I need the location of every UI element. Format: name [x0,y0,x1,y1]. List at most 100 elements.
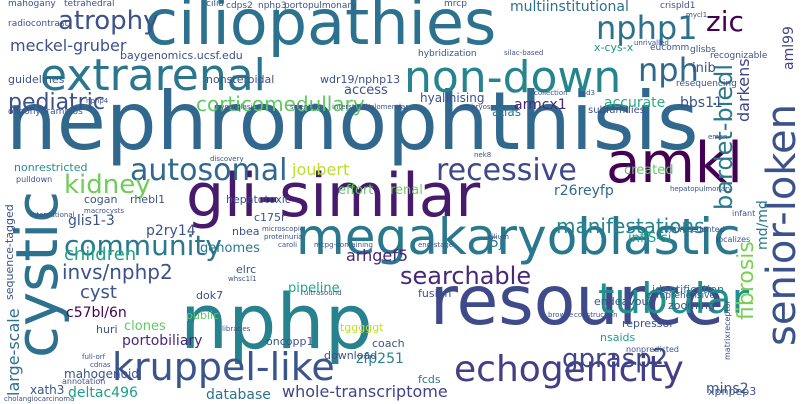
word: cdnas [90,361,111,369]
word: kruppel-like [112,345,335,389]
word: unrivalled [634,39,669,47]
word: hepatotoxic [226,193,291,206]
word: recognizable [710,51,768,61]
word: arhgef5 [346,246,409,265]
word: kidney [64,170,151,200]
word: nbea [232,225,260,238]
word: cogan [84,193,118,206]
word: cilia [206,0,224,9]
word: localizes [716,235,751,244]
word: xath3 [30,383,65,397]
word: elrc [236,263,257,276]
word: fusion [418,287,452,300]
word: public [186,309,220,322]
word: browse [548,311,574,319]
word: whsc1l1 [228,275,257,283]
word: renal [390,183,423,198]
word: atrophy [58,6,159,36]
word: glisbs [690,45,716,55]
word: nphp [180,277,373,366]
word: wdr19/nphp13 [320,73,401,86]
word: discovery [210,155,244,163]
word: nek8 [474,151,492,159]
word: meckel-gruber [10,36,127,55]
word: nphp1 [596,9,698,47]
word: mrcp [444,0,467,9]
word: database [206,387,271,403]
word: large-scale [4,308,23,396]
word: huri [96,323,118,336]
word: inflS-si [628,231,672,246]
word: tgggggt [340,321,384,334]
word: glis1-3 [68,213,115,229]
word: infant [732,209,756,218]
word: guidelines [8,73,65,86]
word: subfamilies [588,105,645,116]
word: oligohydramnios [8,107,83,117]
word: portopulmonary [284,1,357,11]
word: radiocontrast [8,19,69,29]
word: collection [534,89,568,97]
word: zooming [668,299,715,312]
word: recessive [436,153,577,188]
word: microscopic [262,225,304,233]
word: joubert [292,160,350,179]
word: effort [338,183,374,198]
word: macrocysts [84,207,124,215]
word: clones [124,319,166,334]
word: pipeline [288,281,340,296]
word: r26reyfp [554,183,614,199]
word: children [64,244,137,265]
word: hepatopulmonary [670,185,733,193]
word: full-orf [82,353,106,361]
word: cilium [488,233,509,241]
word: fcds [418,373,441,386]
word: nonrestricted [14,161,88,174]
word: mycl1 [686,11,708,19]
word: nphp4 [86,97,109,105]
word: gprasp2 [562,344,669,374]
word: echogenicity [454,349,684,390]
word: resource [430,262,725,341]
word: hybridization [418,49,477,59]
word: bbs11 [680,95,723,111]
word: manifestations [556,214,705,238]
word: xpnpep3 [708,385,757,398]
word: mcpg-containing [314,241,373,249]
word: searchable [400,262,532,290]
word: download [324,349,378,362]
word: end-stage [418,241,454,249]
word: resequencing [676,79,737,89]
word: ultrasound [304,289,342,297]
word: accurate [604,95,666,111]
word: libraries [222,325,251,333]
word: pulldown [16,175,53,184]
word: nph [638,51,699,89]
word: corticomedullary [196,92,365,116]
word: comprehensive [646,291,715,301]
word: nonsteroidal [206,73,275,86]
word: zfp251 [356,351,404,367]
word: caroli [278,241,298,249]
word: created [624,163,674,178]
word: nephronophthisis [6,75,699,168]
word: darkens [734,58,753,122]
word: portobiliary [122,333,203,349]
word: tubular [598,274,750,323]
word: amkl [606,131,743,196]
word: pediatric [8,90,105,115]
word: oncopp1 [266,335,314,348]
word: rhebl1 [130,193,166,206]
word: extrarenal [40,50,266,101]
word: nphp3 [258,1,287,11]
word: whole-transcriptome [282,382,448,401]
word: dok7 [196,289,224,302]
word: crispld1 [660,1,696,11]
word: deltac496 [68,385,138,401]
word: cyst [80,282,117,303]
word: repressor [622,317,674,330]
word: zic [706,5,744,38]
word: md/md [755,200,771,250]
word: mahogenoid [64,367,139,381]
